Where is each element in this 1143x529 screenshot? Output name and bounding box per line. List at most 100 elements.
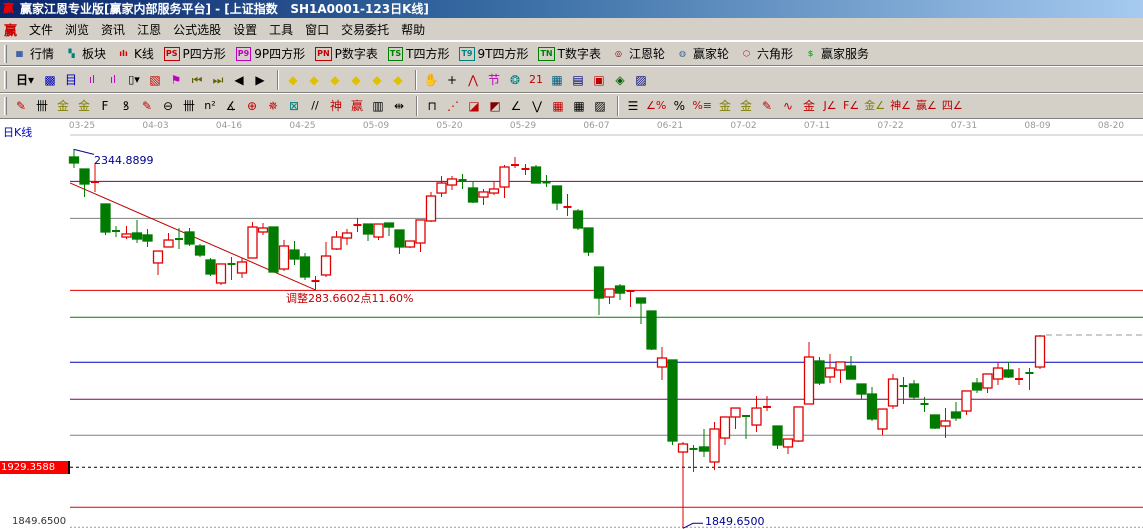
report-icon[interactable]: ▤ <box>572 72 584 87</box>
kline-chart[interactable] <box>0 119 1143 529</box>
slash-icon[interactable]: // <box>311 99 319 112</box>
pct-lines-icon[interactable]: %≡ <box>692 99 712 112</box>
toolbar-button-candlestick[interactable]: ıIı K线 <box>116 45 154 62</box>
shrink-v-icon[interactable]: ◆ <box>372 72 382 87</box>
menu-item[interactable]: 江恩 <box>137 22 162 37</box>
pen-bar-icon[interactable]: ✎ <box>761 99 773 113</box>
period-dropdown[interactable]: 日▾ <box>15 72 35 87</box>
pen-ruler-icon[interactable]: ✎ <box>141 99 153 113</box>
toolbar-button-ps[interactable]: PS P四方形 <box>163 45 226 62</box>
menu-item[interactable]: 设置 <box>233 22 258 37</box>
ying-angle-icon[interactable]: 赢∠ <box>915 99 937 112</box>
circle-ruler-icon[interactable]: ⊖ <box>162 99 174 113</box>
box-icon[interactable]: ⊠ <box>288 99 300 113</box>
toolbar-button-t9[interactable]: T9 9T四方形 <box>459 45 528 62</box>
shen-icon[interactable]: 神 <box>329 99 342 113</box>
pen-icon[interactable]: ✎ <box>15 99 27 113</box>
percent-icon[interactable]: % <box>673 99 686 113</box>
flag-icon[interactable]: ⚑ <box>170 72 182 87</box>
toolbar-grip[interactable] <box>4 97 7 115</box>
wave-icon[interactable]: ∿ <box>782 99 794 113</box>
hand-icon[interactable]: ✋ <box>423 72 439 87</box>
last-icon[interactable]: ⏭ <box>212 72 224 87</box>
menu-item[interactable]: 窗口 <box>305 22 330 37</box>
toolbar-button-p9[interactable]: P9 9P四方形 <box>235 45 305 62</box>
menu-item[interactable]: 文件 <box>29 22 54 37</box>
save-icon[interactable]: ▣ <box>593 72 605 87</box>
brain-icon[interactable]: ❂ <box>509 72 521 87</box>
toolbar-button-sectors[interactable]: ▚ 板块 <box>64 45 106 62</box>
fib-icon[interactable]: F <box>101 99 109 113</box>
menu-item[interactable]: 帮助 <box>401 22 426 37</box>
volume3-icon[interactable]: ıl <box>88 72 96 86</box>
lines-icon[interactable]: 卌 <box>35 99 48 113</box>
gold-circle-icon[interactable]: 金 <box>718 99 731 113</box>
toolbar-button-gann-wheel[interactable]: ◎ 江恩轮 <box>611 45 665 62</box>
menu-item[interactable]: 交易委托 <box>341 22 390 37</box>
node-icon[interactable]: 节 <box>487 72 500 87</box>
grid-red-icon[interactable]: ▦ <box>552 99 564 113</box>
menu-item[interactable]: 浏览 <box>65 22 90 37</box>
fan-icon[interactable]: ⋰ <box>447 99 459 113</box>
gann-fan-icon[interactable]: ∠ <box>510 99 522 113</box>
grid-icon[interactable]: ▥ <box>372 99 384 113</box>
calendar-icon[interactable]: 21 <box>529 72 543 86</box>
pct-angle-icon[interactable]: ∠% <box>646 99 667 112</box>
candle-dropdown-icon[interactable]: ▯▾ <box>128 72 140 86</box>
measure-icon[interactable]: ⇹ <box>393 99 405 113</box>
menu-item[interactable]: 公式选股 <box>173 22 222 37</box>
network-icon[interactable]: ◈ <box>615 72 625 87</box>
ying-icon[interactable]: 赢 <box>350 99 363 113</box>
toolbar-button-tn[interactable]: TN T数字表 <box>538 45 601 62</box>
shrink-h-icon[interactable]: ◆ <box>351 72 361 87</box>
first-icon[interactable]: ⏮ <box>191 72 203 87</box>
calculator-icon[interactable]: ▦ <box>551 72 563 87</box>
toolbar-button-table[interactable]: ▦ 行情 <box>12 45 54 62</box>
line-tool-icon[interactable]: ⋀ <box>468 72 478 87</box>
expand-v-icon[interactable]: ◆ <box>393 72 403 87</box>
star-icon[interactable]: ✵ <box>267 99 279 113</box>
toolbar-grip[interactable] <box>4 44 7 63</box>
menu-item[interactable]: 资讯 <box>101 22 126 37</box>
levels-icon[interactable]: ☰ <box>627 99 639 113</box>
angle-icon[interactable]: ∡ <box>225 99 237 113</box>
toolbar-button-ts[interactable]: TS T四方形 <box>387 45 449 62</box>
toolbar-grip[interactable] <box>4 70 7 89</box>
gold-angle-icon[interactable]: 金∠ <box>864 99 886 112</box>
left-icon[interactable]: ◀ <box>234 72 244 87</box>
menu-item[interactable]: 工具 <box>269 22 294 37</box>
gold2-icon[interactable]: 金 <box>77 99 90 113</box>
toolbar-button-pn[interactable]: PN P数字表 <box>315 45 378 62</box>
parallel-icon[interactable]: 卌 <box>182 99 195 113</box>
trade-icon[interactable]: ▨ <box>635 72 647 87</box>
crosshair-icon[interactable]: + <box>446 72 458 87</box>
zoom-right-icon[interactable]: ◆ <box>309 72 319 87</box>
expand-h-icon[interactable]: ◆ <box>330 72 340 87</box>
gold-lines-icon[interactable]: 金 <box>739 99 752 113</box>
toolbar-button-winner-wheel[interactable]: ◍ 赢家轮 <box>675 45 729 62</box>
square-fan2-icon[interactable]: ◩ <box>489 99 501 113</box>
grid-box-icon[interactable]: ▦ <box>573 99 585 113</box>
notes-icon[interactable]: 目 <box>64 72 77 87</box>
box-line-icon[interactable]: ⊓ <box>427 99 437 113</box>
target-icon[interactable]: ⊕ <box>246 99 258 113</box>
toolbar-button-dollar[interactable]: $ 赢家服务 <box>803 45 869 62</box>
n2-icon[interactable]: n² <box>204 99 216 112</box>
indicator-icon[interactable]: ▧ <box>149 72 161 87</box>
right-icon[interactable]: ▶ <box>255 72 265 87</box>
chart-type-icon[interactable]: ▩ <box>44 72 56 87</box>
hatch-icon[interactable]: ▨ <box>594 99 606 113</box>
toolbar-button-hexagon[interactable]: ⬡ 六角形 <box>739 45 793 62</box>
volume9-icon[interactable]: ıl <box>109 72 117 86</box>
gold-bar-icon[interactable]: 金 <box>802 99 815 113</box>
j-angle-icon[interactable]: J∠ <box>823 99 837 112</box>
zoom-left-icon[interactable]: ◆ <box>288 72 298 87</box>
menu-logo-icon[interactable]: 赢 <box>4 23 18 39</box>
zigzag-icon[interactable]: ⋁ <box>532 99 542 113</box>
f-angle-icon[interactable]: F∠ <box>843 99 860 112</box>
gold1-icon[interactable]: 金 <box>56 99 69 113</box>
square-fan-icon[interactable]: ◪ <box>468 99 480 113</box>
shen-angle-icon[interactable]: 神∠ <box>890 99 911 112</box>
spiral-icon[interactable]: ꝸ <box>122 99 130 113</box>
si-angle-icon[interactable]: 四∠ <box>941 99 963 112</box>
